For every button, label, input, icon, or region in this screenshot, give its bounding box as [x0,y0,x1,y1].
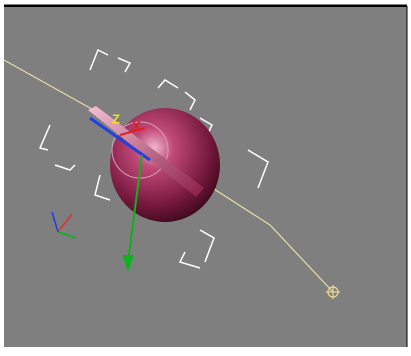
gizmo-ring [111,121,169,179]
gizmo-axis-green [127,154,143,263]
gizmo-axis-red [119,127,146,136]
gizmo-label: Z [112,111,120,126]
gizmo-axis-blue [89,116,151,162]
gizmo-arrow [122,255,134,272]
path-end-marker [326,285,340,299]
selection-brackets [38,48,269,269]
gizmo-label: X [132,118,141,133]
cone[interactable] [88,106,204,197]
axis-tripod [51,211,77,239]
